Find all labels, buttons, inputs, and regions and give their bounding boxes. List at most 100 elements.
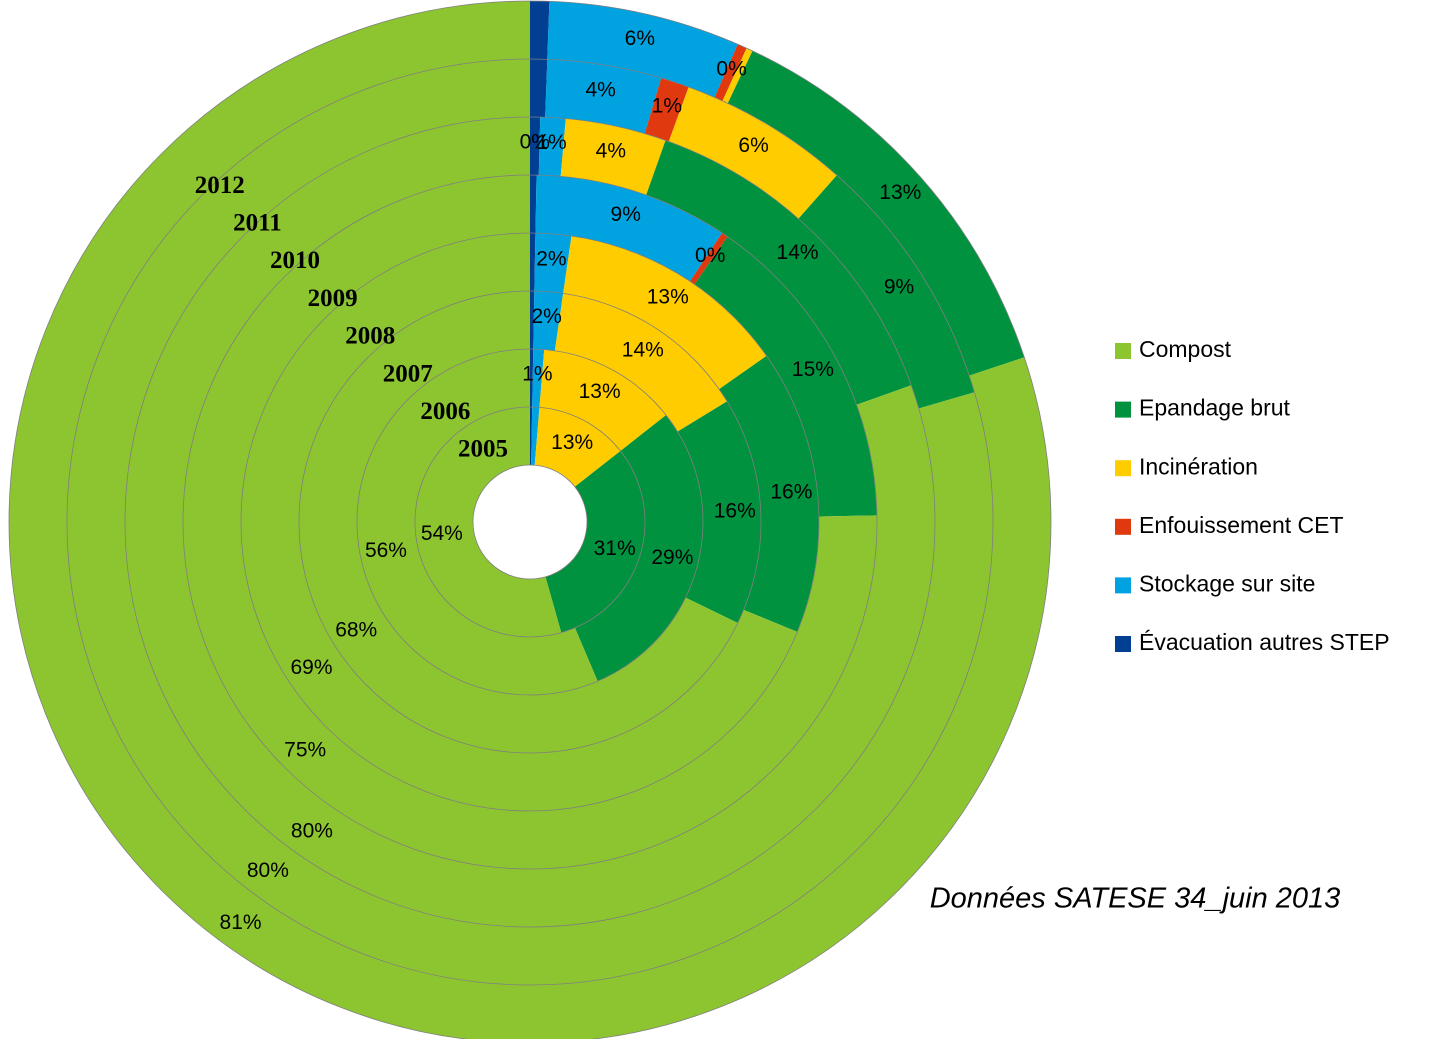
- ring-slice: [357, 348, 598, 695]
- slice-label: 9%: [611, 203, 641, 226]
- slice-label: 14%: [777, 241, 819, 264]
- legend-swatch: [1115, 460, 1131, 477]
- ring-label: 2010: [270, 247, 320, 274]
- ring-slice: [694, 236, 877, 517]
- ring-slice: [545, 450, 646, 633]
- ring-slice: [547, 1, 738, 98]
- slice-label: 31%: [594, 537, 636, 560]
- slice-label: 13%: [579, 380, 621, 403]
- ring-slice: [533, 291, 564, 351]
- ring-slice: [532, 349, 545, 408]
- ring-label: 2011: [233, 210, 282, 237]
- legend-label: Évacuation autres STEP: [1139, 629, 1390, 655]
- ring-border: [66, 58, 994, 986]
- legend-label: Enfouissement CET: [1139, 512, 1344, 538]
- slice-label: 4%: [596, 139, 626, 162]
- ring-label: 2007: [383, 360, 433, 387]
- slice-label: 1%: [536, 131, 566, 154]
- slice-label: 16%: [714, 500, 756, 523]
- slice-label: 0%: [520, 131, 550, 154]
- legend-swatch: [1115, 636, 1131, 652]
- slice-label: 2%: [531, 305, 561, 328]
- ring-slice: [530, 233, 536, 292]
- ring-slice: [415, 407, 562, 637]
- slice-label: 13%: [879, 181, 921, 204]
- ring-slice: [530, 291, 535, 350]
- ring-border: [8, 0, 1052, 1039]
- ring-label: 2012: [195, 172, 245, 199]
- ring-slice: [535, 175, 723, 282]
- slice-label: 4%: [585, 78, 615, 101]
- slice-label: 0%: [716, 57, 746, 80]
- ring-slice: [722, 48, 753, 104]
- slice-label: 0%: [695, 244, 725, 267]
- ring-slice: [668, 87, 837, 219]
- slice-label: 81%: [220, 911, 262, 934]
- legend-label: Stockage sur site: [1139, 570, 1315, 596]
- slice-label: 56%: [365, 539, 407, 562]
- slice-label: 2%: [536, 247, 566, 270]
- slice-label: 29%: [651, 546, 693, 569]
- legend-swatch: [1115, 401, 1131, 418]
- ring-slice: [689, 233, 728, 285]
- slice-label: 80%: [291, 820, 333, 843]
- ring-border: [182, 174, 878, 870]
- ring-slice: [534, 233, 572, 294]
- ring-border: [124, 116, 936, 928]
- ring-label: 2009: [308, 285, 358, 312]
- legend-label: Incinération: [1139, 453, 1258, 479]
- ring-slice: [798, 175, 975, 409]
- ring-slice: [677, 401, 761, 624]
- slice-label: 1%: [522, 363, 552, 386]
- ring-slice: [530, 59, 548, 118]
- ring-slice: [531, 407, 540, 466]
- slice-label: 6%: [738, 134, 768, 157]
- ring-border: [356, 348, 704, 696]
- ring-border: [298, 290, 762, 754]
- slice-label: 68%: [335, 618, 377, 641]
- slice-label: 69%: [291, 656, 333, 679]
- ring-slice: [644, 77, 689, 142]
- slice-label: 13%: [551, 431, 593, 454]
- annotation: Données SATESE 34_juin 2013: [930, 883, 1341, 915]
- ring-slice: [646, 140, 912, 405]
- slice-label: 6%: [625, 27, 655, 50]
- ring-slice: [538, 117, 566, 177]
- legend-swatch: [1115, 518, 1131, 535]
- ring-slice: [539, 349, 667, 451]
- slice-label: 15%: [792, 358, 834, 381]
- ring-slice: [530, 349, 534, 408]
- legend-swatch: [1115, 577, 1131, 594]
- ring-label: 2005: [458, 436, 508, 463]
- slice-label: 75%: [284, 739, 326, 762]
- ring-slice: [727, 50, 1025, 376]
- ring-slice: [530, 175, 537, 234]
- ring-slice: [714, 44, 747, 101]
- ring-slice: [574, 415, 703, 682]
- slice-label: 54%: [421, 522, 463, 545]
- legend-label: Epandage brut: [1139, 395, 1291, 421]
- slice-label: 14%: [622, 338, 664, 361]
- ring-border: [472, 464, 588, 580]
- ring-slice: [530, 1, 550, 60]
- ring-slice: [563, 235, 767, 390]
- ring-slice: [534, 407, 621, 487]
- ring-label: 2008: [345, 323, 395, 350]
- legend-swatch: [1115, 343, 1131, 359]
- ring-slice: [545, 59, 662, 134]
- slice-label: 80%: [247, 859, 289, 882]
- ring-label: 2006: [420, 398, 470, 425]
- legend-label: Compost: [1139, 336, 1232, 362]
- slice-label: 1%: [652, 95, 682, 118]
- ring-slice: [719, 355, 819, 632]
- ring-slice: [560, 118, 666, 196]
- ring-slice: [530, 117, 541, 176]
- ring-border: [240, 232, 820, 812]
- ring-border: [414, 406, 646, 638]
- slice-label: 9%: [884, 275, 914, 298]
- ring-slice: [530, 407, 533, 466]
- slice-label: 16%: [770, 480, 812, 503]
- slice-label: 13%: [647, 286, 689, 309]
- ring-slice: [554, 293, 727, 432]
